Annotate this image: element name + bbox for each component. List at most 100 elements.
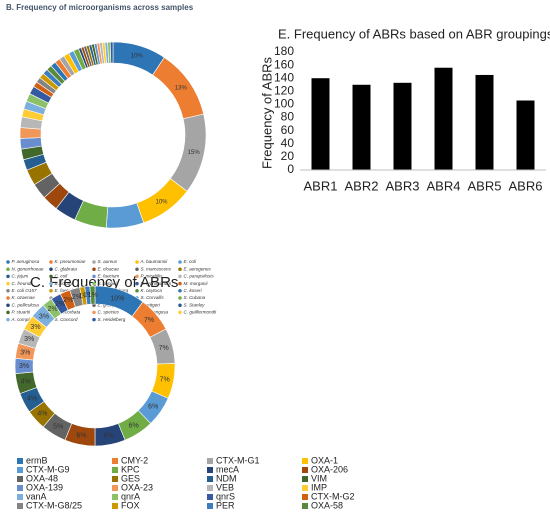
legend-swatch <box>17 458 23 464</box>
legend-swatch <box>178 260 182 264</box>
bar <box>434 67 453 170</box>
data-label: 1% <box>88 292 98 299</box>
legend-swatch <box>207 467 213 473</box>
legend-label: GES <box>121 473 140 483</box>
legend-swatch <box>302 494 308 500</box>
legend-label: S. typhimurium <box>141 281 172 286</box>
legend-label: OXA-48 <box>26 473 58 483</box>
legend-label: NDM <box>216 473 237 483</box>
legend-swatch <box>6 274 10 279</box>
legend-label: M. morganii <box>184 281 209 286</box>
legend-label: S. Cubana <box>184 295 206 300</box>
legend-label: OXA-206 <box>311 464 348 474</box>
legend-swatch <box>6 289 10 293</box>
legend-swatch <box>92 274 96 279</box>
legend-swatch <box>207 476 213 482</box>
y-tick-label: 120 <box>274 84 294 98</box>
data-label: 1% <box>79 293 89 300</box>
legend-label: E. faecium <box>98 274 120 279</box>
legend-swatch <box>112 467 118 473</box>
bar <box>475 74 494 170</box>
legend-label: mecA <box>216 464 239 474</box>
pie-slice <box>109 41 114 64</box>
y-tick-label: 160 <box>274 57 294 71</box>
legend-swatch <box>207 485 213 491</box>
pie-slice <box>105 202 145 229</box>
y-tick-label: 100 <box>274 97 294 111</box>
legend-swatch <box>6 310 10 315</box>
y-tick-label: 0 <box>287 162 294 176</box>
chart-title: B. Frequency of microorganisms across sa… <box>6 3 194 12</box>
chart-title: C. Frequency of ABRs <box>30 274 178 291</box>
legend-swatch <box>17 476 23 482</box>
legend-label: P. aeruginosa <box>12 259 40 264</box>
legend-swatch <box>135 281 139 286</box>
legend-label: C. jejuni <box>12 274 30 279</box>
legend-swatch <box>112 485 118 491</box>
legend-swatch <box>302 467 308 473</box>
legend-label: OXA-1 <box>311 455 338 465</box>
data-label: 6% <box>148 403 158 410</box>
legend-swatch <box>49 267 53 271</box>
legend-swatch <box>112 494 118 500</box>
legend-label: C. glabrata <box>55 266 78 271</box>
legend-label: FOX <box>121 500 140 510</box>
chart-title: E. Frequency of ABRs based on ABR groupi… <box>278 26 550 41</box>
legend-label: S. Concord <box>55 317 78 322</box>
legend-label: S. Corvallis <box>141 295 165 300</box>
legend-swatch <box>207 494 213 500</box>
legend-swatch <box>92 260 96 264</box>
legend-swatch <box>49 289 53 293</box>
y-tick-label: 80 <box>281 110 295 124</box>
legend-label: C. species <box>98 310 120 315</box>
legend-label: E. coli O157 <box>12 288 37 293</box>
legend-label: CMY-2 <box>121 455 148 465</box>
data-label: 10% <box>155 199 168 205</box>
data-label: 4% <box>21 379 31 386</box>
legend-swatch <box>6 317 10 322</box>
data-label: 10% <box>110 295 124 302</box>
legend-swatch <box>112 503 118 509</box>
legend-label: C. koseri <box>184 288 203 293</box>
bar <box>352 84 371 170</box>
data-label: 5% <box>53 424 63 431</box>
legend-label: vanA <box>26 491 47 501</box>
legend-swatch <box>135 260 139 264</box>
data-label: 7% <box>160 376 170 383</box>
legend-label: P. mirabilis <box>141 274 164 279</box>
legend-label: P. stuartii <box>12 310 32 315</box>
legend-label: CTX-M-G8/25 <box>26 500 82 510</box>
legend-label: S. aureus <box>98 259 118 264</box>
legend-label: ermB <box>26 455 48 465</box>
legend-swatch <box>178 281 182 286</box>
data-label: 7% <box>144 317 154 324</box>
legend-swatch <box>92 267 96 271</box>
y-tick-label: 20 <box>281 149 295 163</box>
data-label: 6% <box>104 433 114 440</box>
legend-label: S. Heidelberg <box>98 317 126 322</box>
legend-swatch <box>17 494 23 500</box>
legend-swatch <box>178 267 182 271</box>
y-axis-label: Frequency of ABRs <box>259 57 274 169</box>
legend-label: K. ascorbata <box>55 310 81 315</box>
data-label: 3% <box>19 363 29 370</box>
legend-label: CTX-M-G2 <box>311 491 355 501</box>
legend-label: N. gonorrhoeae <box>12 266 44 271</box>
legend-swatch <box>49 281 53 286</box>
legend-swatch <box>178 274 182 279</box>
data-label: 2% <box>63 297 73 304</box>
data-label: 1% <box>83 292 93 299</box>
legend-swatch <box>49 260 53 264</box>
legend-swatch <box>302 485 308 491</box>
legend-swatch <box>302 458 308 464</box>
legend-label: VEB <box>216 482 234 492</box>
legend-label: K. ozaenae <box>12 295 36 300</box>
legend-label: IMP <box>311 482 327 492</box>
legend-swatch <box>92 281 96 286</box>
legend-swatch <box>92 310 96 315</box>
legend-swatch <box>178 303 182 307</box>
legend-swatch <box>178 296 182 300</box>
legend-label: A. complex <box>11 317 35 322</box>
data-label: 3% <box>20 349 30 356</box>
legend-swatch <box>135 274 139 279</box>
